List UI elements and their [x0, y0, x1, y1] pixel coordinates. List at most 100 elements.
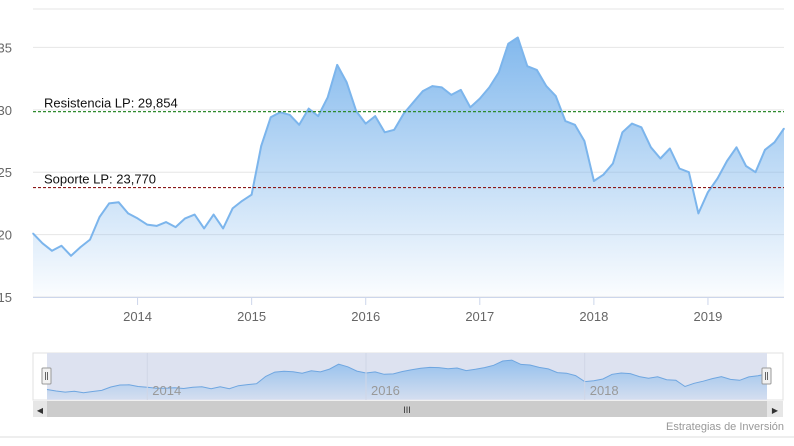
navigator-labels: 2014 2016 2018	[146, 353, 619, 400]
data-point	[241, 200, 243, 202]
data-point	[688, 171, 690, 173]
data-point	[602, 173, 605, 176]
scrollbar-right-arrow[interactable]	[767, 401, 783, 417]
data-point	[631, 122, 633, 125]
data-point	[269, 116, 272, 119]
data-point	[431, 85, 434, 87]
data-point	[526, 65, 529, 67]
navigator-area	[47, 360, 767, 399]
navigator-line	[46, 359, 768, 394]
data-point	[136, 217, 139, 220]
y-tick-label: 20	[0, 228, 12, 243]
data-point	[583, 140, 586, 142]
data-point	[41, 242, 44, 245]
series-area	[33, 37, 784, 297]
data-point	[307, 107, 310, 110]
price-series	[32, 36, 785, 297]
level-label-1: Soporte LP: 23,770	[44, 172, 156, 187]
data-point	[127, 212, 129, 215]
data-point	[545, 85, 548, 87]
data-point	[250, 193, 253, 196]
y-tick-label: 15	[0, 290, 12, 305]
data-point	[707, 191, 709, 193]
data-point	[640, 126, 643, 129]
data-point	[754, 171, 757, 173]
x-tick-label: 2018	[579, 309, 608, 324]
navigator-right-handle[interactable]	[761, 367, 772, 385]
data-point	[32, 232, 34, 235]
data-point	[479, 97, 481, 100]
data-point	[345, 81, 348, 84]
x-tick-label: 2014	[123, 309, 152, 324]
data-point	[735, 146, 738, 149]
y-tick-label: 25	[0, 165, 12, 180]
data-point	[650, 146, 652, 149]
data-point	[60, 245, 63, 247]
scrollbar-left-arrow[interactable]	[33, 401, 47, 417]
data-point	[593, 180, 595, 182]
data-point	[716, 177, 719, 180]
data-point	[773, 141, 776, 144]
navigator-label: 2016	[371, 383, 400, 398]
data-point	[697, 212, 700, 215]
navigator-left-handle[interactable]	[41, 367, 52, 385]
data-point	[450, 94, 453, 96]
credits-link[interactable]: Estrategias de Inversión	[666, 421, 784, 433]
x-tick-label: 2017	[465, 309, 494, 324]
data-point	[326, 96, 329, 99]
data-point	[412, 101, 415, 104]
x-tick-label: 2019	[693, 309, 722, 324]
data-point	[659, 157, 662, 160]
data-point	[441, 86, 443, 89]
data-point	[288, 114, 291, 116]
data-point	[184, 217, 186, 220]
data-point	[231, 207, 234, 210]
data-point	[336, 64, 339, 66]
data-point	[422, 90, 424, 92]
data-point	[783, 127, 785, 130]
data-point	[469, 106, 472, 109]
scrollbar-thumb[interactable]	[47, 401, 767, 417]
data-point	[460, 89, 462, 91]
navigator-label: 2018	[590, 383, 619, 398]
data-point	[402, 112, 405, 115]
scrollbar[interactable]: ◀ III ▶	[33, 401, 783, 417]
data-point	[203, 227, 205, 230]
navigator-label: 2014	[152, 383, 181, 398]
data-point	[745, 165, 747, 167]
data-point	[564, 120, 567, 122]
navigator-series	[46, 359, 768, 399]
data-point	[155, 225, 158, 227]
y-tick-label: 30	[0, 103, 12, 118]
x-axis: 2014 2015 2016 2017 2018 2019	[33, 297, 784, 324]
scrollbar-grip-icon: III	[403, 405, 411, 415]
data-point	[98, 216, 101, 218]
level-label-0: Resistencia LP: 29,854	[44, 96, 178, 111]
navigator[interactable]: 2014 2016 2018	[32, 352, 784, 401]
data-point	[174, 226, 177, 228]
level-lines: Resistencia LP: 29,854 Soporte LP: 23,770	[33, 96, 784, 189]
data-point	[383, 131, 386, 134]
data-point	[517, 36, 519, 39]
data-point	[193, 213, 196, 216]
data-point	[612, 162, 614, 165]
data-point	[317, 115, 320, 117]
data-point	[555, 95, 557, 97]
data-point	[498, 71, 500, 74]
data-point	[70, 255, 72, 257]
data-point	[374, 115, 377, 117]
chevron-right-icon: ▶	[772, 406, 779, 415]
data-point	[298, 124, 301, 126]
data-point	[393, 129, 396, 131]
data-point	[764, 149, 766, 151]
x-tick-label: 2016	[351, 309, 380, 324]
data-point	[536, 69, 538, 71]
data-point	[678, 167, 681, 170]
series-line	[32, 36, 785, 257]
data-point	[488, 86, 491, 89]
data-point	[51, 250, 53, 252]
data-point	[574, 124, 576, 126]
data-point	[79, 246, 82, 248]
data-point	[212, 213, 215, 216]
